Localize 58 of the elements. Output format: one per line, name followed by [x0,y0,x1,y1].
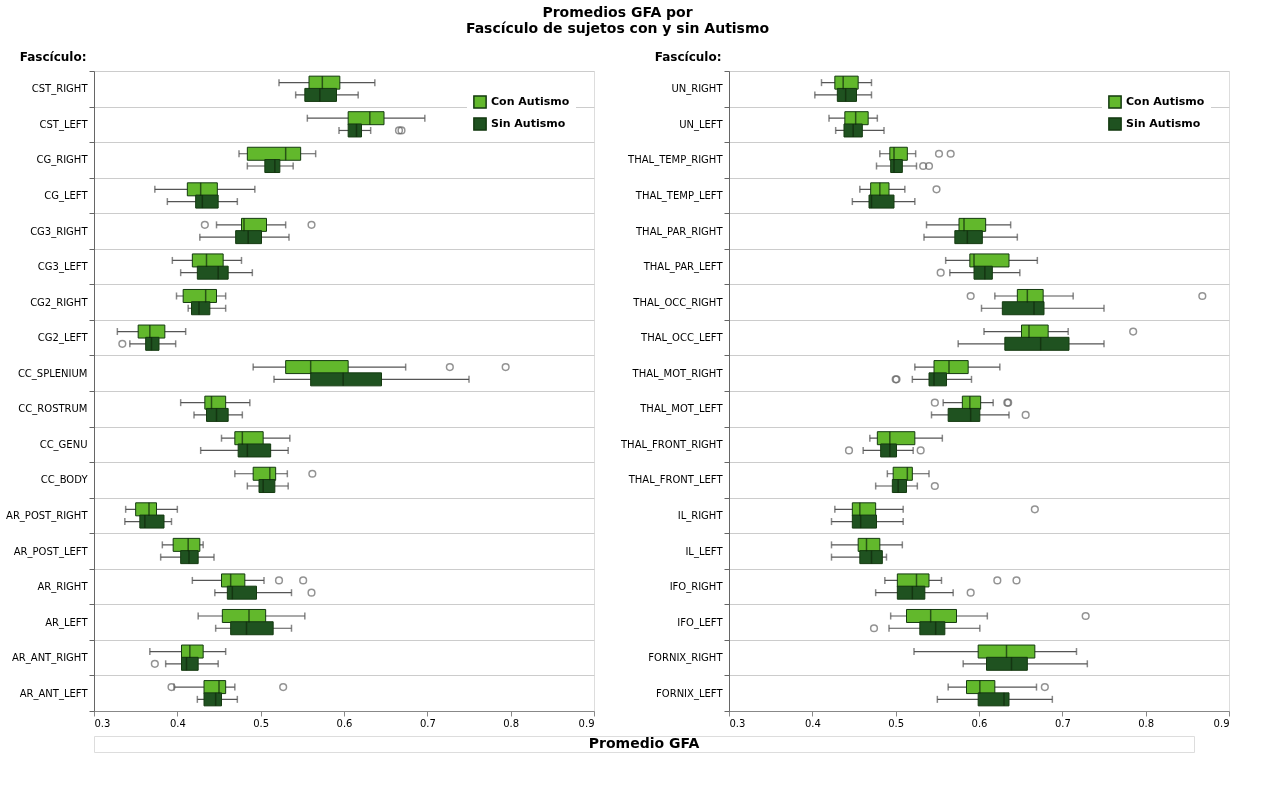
legend-label: Con Autismo [491,95,570,108]
y-tick-label: AR_ANT_RIGHT [12,652,89,665]
x-tick-label: 0.7 [1054,717,1071,729]
y-tick-label: THAL_FRONT_RIGHT [620,438,724,451]
y-tick-label: THAL_OCC_RIGHT [632,296,724,309]
y-axis-title: Fascículo: [654,49,722,64]
y-tick-label: THAL_FRONT_LEFT [627,474,724,487]
x-axis-title: Promedio GFA [588,735,700,751]
x-tick-label: 0.4 [804,717,821,729]
x-tick-label: 0.6 [336,717,353,729]
y-tick-label: UN_RIGHT [671,83,724,96]
y-tick-label: THAL_OCC_LEFT [640,332,724,345]
x-tick-label: 0.8 [503,717,520,729]
y-tick-label: AR_LEFT [45,616,89,629]
y-tick-label: CST_LEFT [39,118,89,131]
y-tick-label: IL_RIGHT [677,509,724,522]
y-tick-label: CG_LEFT [44,189,89,202]
legend-label: Sin Autismo [1126,117,1201,130]
y-tick-label: IFO_RIGHT [669,581,724,594]
y-tick-label: CST_RIGHT [31,83,89,96]
y-tick-label: IL_LEFT [685,545,724,558]
x-tick-label: 0.9 [578,717,595,729]
x-tick-label: 0.9 [1213,717,1230,729]
x-tick-label: 0.7 [419,717,436,729]
y-tick-label: CG_RIGHT [36,154,89,167]
x-tick-label: 0.3 [729,717,746,729]
y-tick-label: IFO_LEFT [677,616,724,629]
y-tick-label: THAL_TEMP_LEFT [634,189,724,202]
x-tick-label: 0.3 [94,717,111,729]
y-tick-label: CG2_LEFT [37,332,89,345]
y-tick-label: CC_ROSTRUM [18,403,88,416]
y-tick-label: AR_POST_RIGHT [6,509,89,522]
y-tick-label: UN_LEFT [679,118,724,131]
y-tick-label: CG2_RIGHT [30,296,89,309]
y-tick-label: AR_POST_LEFT [13,545,89,558]
y-tick-label: FORNIX_LEFT [656,687,724,700]
y-tick-label: THAL_TEMP_RIGHT [627,154,724,167]
x-tick-label: 0.6 [971,717,988,729]
y-tick-label: THAL_PAR_LEFT [642,261,724,274]
y-tick-label: AR_ANT_LEFT [19,687,89,700]
x-tick-label: 0.5 [888,717,905,729]
y-tick-label: CG3_LEFT [37,261,89,274]
legend-label: Con Autismo [1126,95,1205,108]
legend-label: Sin Autismo [491,117,566,130]
y-tick-label: THAL_MOT_RIGHT [631,367,724,380]
x-tick-label: 0.8 [1138,717,1155,729]
y-tick-label: AR_RIGHT [37,581,89,594]
y-tick-label: CC_BODY [40,474,89,487]
x-tick-label: 0.4 [169,717,186,729]
y-tick-label: THAL_MOT_LEFT [639,403,724,416]
y-tick-label: FORNIX_RIGHT [648,652,724,665]
y-tick-label: CG3_RIGHT [30,225,89,238]
y-tick-label: CC_SPLENIUM [17,367,88,380]
chart-title: Promedios GFA por Fascículo de sujetos con y sin Autismo [465,3,770,36]
y-tick-label: CC_GENU [39,438,88,451]
y-tick-label: THAL_PAR_RIGHT [635,225,724,238]
y-axis-title: Fascículo: [19,49,87,64]
x-tick-label: 0.5 [253,717,270,729]
